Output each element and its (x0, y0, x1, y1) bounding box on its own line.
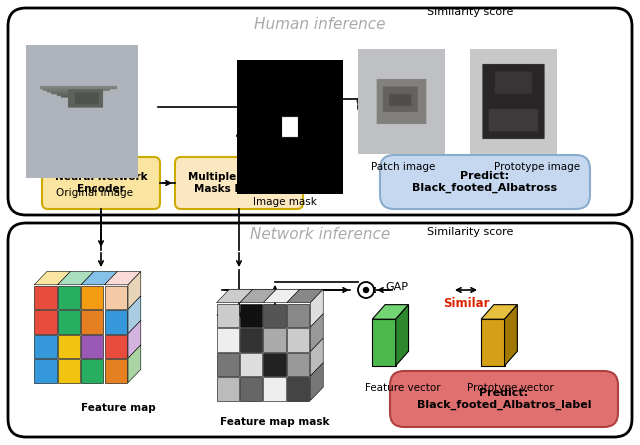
Circle shape (358, 282, 374, 298)
Polygon shape (372, 319, 396, 366)
Bar (264, 328, 286, 352)
Bar (104, 311, 127, 334)
Polygon shape (396, 305, 408, 366)
Polygon shape (128, 320, 141, 358)
Bar (81, 286, 104, 309)
Polygon shape (240, 289, 276, 303)
Bar (104, 286, 127, 309)
Bar (287, 328, 309, 352)
Text: Predict:
Black_footed_Albatross: Predict: Black_footed_Albatross (412, 171, 557, 193)
Polygon shape (104, 271, 141, 285)
Text: Prototype vector: Prototype vector (467, 383, 554, 393)
Bar (104, 360, 127, 383)
Circle shape (358, 99, 374, 115)
Polygon shape (310, 289, 323, 327)
FancyBboxPatch shape (8, 8, 632, 215)
Text: Predict:
Black_footed_Albatros_label: Predict: Black_footed_Albatros_label (417, 388, 591, 410)
Polygon shape (504, 305, 517, 366)
Bar (216, 377, 239, 401)
Bar (34, 286, 56, 309)
Text: Network inference: Network inference (250, 227, 390, 242)
Bar (58, 286, 80, 309)
Polygon shape (310, 314, 323, 352)
Polygon shape (81, 271, 117, 285)
Polygon shape (34, 271, 70, 285)
Bar (216, 303, 239, 327)
Bar (58, 360, 80, 383)
Text: Similarity score: Similarity score (427, 227, 513, 237)
Text: Feature vector: Feature vector (365, 383, 441, 393)
Polygon shape (310, 338, 323, 376)
Circle shape (364, 287, 369, 292)
Polygon shape (310, 363, 323, 400)
FancyBboxPatch shape (42, 157, 160, 209)
Bar (58, 335, 80, 358)
Bar (287, 352, 309, 376)
Bar (264, 377, 286, 401)
Polygon shape (216, 289, 253, 303)
Bar (81, 335, 104, 358)
Polygon shape (128, 345, 141, 383)
Bar (34, 311, 56, 334)
Polygon shape (128, 296, 141, 334)
Text: GAP: GAP (355, 97, 378, 107)
Polygon shape (128, 271, 141, 309)
Text: Similarity score: Similarity score (427, 7, 513, 17)
Text: Similar: Similar (443, 297, 489, 310)
Text: Neural Network
Encoder: Neural Network Encoder (54, 172, 147, 194)
Circle shape (364, 105, 369, 109)
Text: Multiple Dynamic
Masks Decoder: Multiple Dynamic Masks Decoder (188, 172, 291, 194)
FancyBboxPatch shape (175, 157, 303, 209)
Bar (58, 311, 80, 334)
Text: Image mask: Image mask (253, 197, 317, 207)
Bar (34, 335, 56, 358)
Bar (104, 335, 127, 358)
Bar (81, 360, 104, 383)
Bar (216, 328, 239, 352)
Bar (240, 328, 262, 352)
Bar (240, 303, 262, 327)
Text: GAP: GAP (385, 282, 408, 292)
Bar (81, 311, 104, 334)
Text: Feature map mask: Feature map mask (220, 417, 330, 427)
Bar (240, 352, 262, 376)
Bar (216, 352, 239, 376)
Text: Original image: Original image (56, 188, 134, 198)
FancyBboxPatch shape (380, 155, 590, 209)
Bar (287, 303, 309, 327)
Text: Similar: Similar (481, 107, 522, 120)
FancyBboxPatch shape (8, 223, 632, 437)
Polygon shape (58, 271, 94, 285)
Bar (287, 377, 309, 401)
Polygon shape (372, 305, 408, 319)
Text: Prototype image: Prototype image (494, 162, 580, 172)
Bar (34, 360, 56, 383)
Bar (264, 352, 286, 376)
Polygon shape (264, 289, 300, 303)
Polygon shape (287, 289, 323, 303)
Bar (240, 377, 262, 401)
Bar (264, 303, 286, 327)
FancyBboxPatch shape (390, 371, 618, 427)
Text: Patch image: Patch image (371, 162, 435, 172)
Polygon shape (481, 319, 504, 366)
Text: Human inference: Human inference (254, 17, 386, 32)
Polygon shape (481, 305, 517, 319)
Text: Feature map: Feature map (81, 403, 156, 413)
